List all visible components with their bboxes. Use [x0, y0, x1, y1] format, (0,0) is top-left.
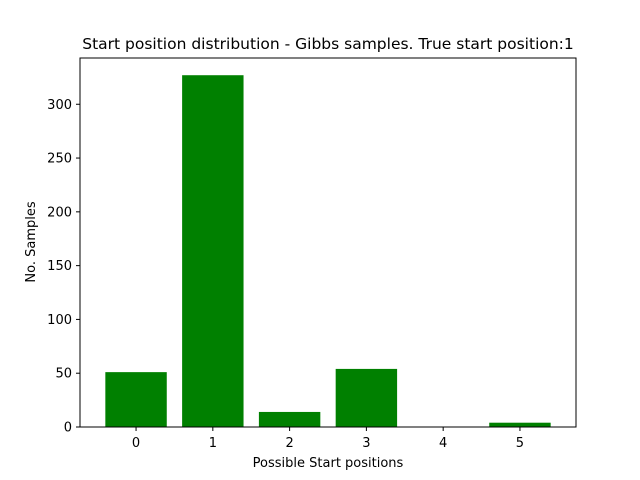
y-tick-label: 150	[47, 259, 72, 274]
y-tick-label: 250	[47, 152, 72, 167]
y-tick-label: 100	[47, 313, 72, 328]
chart-title: Start position distribution - Gibbs samp…	[82, 35, 574, 53]
x-axis-label: Possible Start positions	[253, 456, 404, 471]
y-tick-label: 300	[47, 98, 72, 113]
bar-2	[258, 411, 321, 427]
bars-group	[105, 75, 551, 427]
y-tick-label: 200	[47, 205, 72, 220]
bar-1	[182, 75, 244, 427]
bar-0	[105, 372, 167, 427]
x-tick-label: 0	[132, 436, 140, 451]
x-tick-label: 2	[285, 436, 293, 451]
bar-3	[335, 368, 398, 427]
y-axis: 0 50 100 150 200 250 300	[47, 98, 80, 436]
y-axis-label: No. Samples	[24, 201, 39, 282]
y-tick-label: 50	[55, 367, 72, 382]
x-tick-label: 5	[516, 436, 524, 451]
x-tick-label: 3	[362, 436, 370, 451]
y-tick-label: 0	[64, 421, 72, 436]
x-tick-label: 1	[209, 436, 217, 451]
bar-5	[489, 422, 551, 427]
x-tick-label: 4	[439, 436, 447, 451]
x-axis: 0 1 2 3 4 5	[132, 427, 524, 451]
plot-frame	[79, 57, 577, 428]
